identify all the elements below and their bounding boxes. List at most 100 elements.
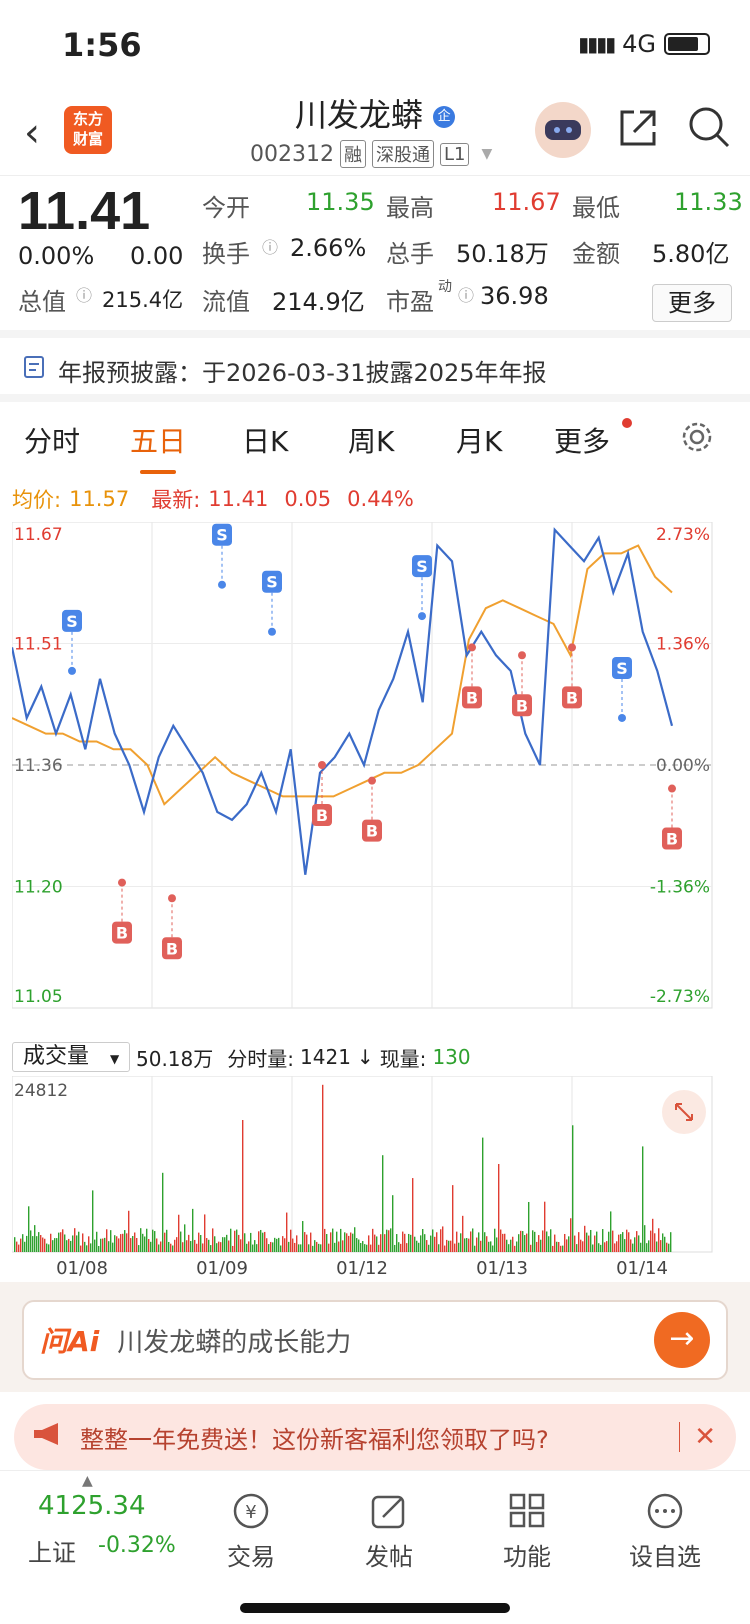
volume-bar	[464, 1238, 466, 1252]
battery-icon	[664, 33, 710, 55]
volume-bar	[596, 1231, 598, 1252]
volume-bar	[346, 1233, 348, 1252]
volume-bar	[98, 1245, 100, 1252]
more-button[interactable]: 更多	[652, 284, 732, 322]
volume-bar	[270, 1241, 272, 1252]
volume-bar	[480, 1240, 482, 1252]
latest-value: 11.41	[208, 487, 269, 511]
promo-banner[interactable]: 整整一年免费送！这份新客福利您领取了吗? ✕	[14, 1404, 736, 1470]
volume-bar	[384, 1234, 386, 1252]
search-icon[interactable]	[686, 104, 732, 154]
volume-bar	[474, 1245, 476, 1252]
volume-bar	[32, 1236, 34, 1252]
volume-bar	[116, 1236, 118, 1252]
notice-bar[interactable]: 年报预披露：于2026-03-31披露2025年年报	[0, 346, 750, 402]
volume-bar	[132, 1236, 134, 1252]
volume-bar	[216, 1243, 218, 1252]
volume-bar	[600, 1244, 602, 1252]
volume-bar	[358, 1239, 360, 1252]
volume-bar	[328, 1243, 330, 1252]
volume-bar	[446, 1239, 448, 1252]
volume-bar	[80, 1245, 82, 1252]
volume-bar	[200, 1235, 202, 1252]
nav-add-watchlist[interactable]: 设自选	[620, 1491, 710, 1572]
nav-trade[interactable]: ¥ 交易	[206, 1491, 296, 1572]
tab-intraday[interactable]: 分时	[24, 425, 81, 458]
logo-line2: 财富	[72, 130, 103, 148]
info-icon[interactable]: ⓘ	[458, 286, 475, 305]
volume-bar	[266, 1238, 268, 1252]
volume-bar	[492, 1245, 494, 1252]
expand-icon	[675, 1103, 693, 1121]
volume-bar	[258, 1231, 260, 1252]
tab-more[interactable]: 更多	[554, 425, 611, 458]
volume-bar	[104, 1237, 106, 1252]
volume-bar	[94, 1239, 96, 1252]
trade-marker-label: S	[66, 612, 78, 631]
chart-tabs: 分时 五日 日K 周K 月K 更多	[0, 404, 750, 474]
trade-marker-box	[312, 804, 332, 826]
volume-bar	[640, 1242, 642, 1252]
info-icon[interactable]: ⓘ	[262, 238, 279, 257]
dropdown-caret-icon[interactable]: ▼	[481, 146, 493, 162]
volume-bar	[330, 1232, 332, 1252]
volume-bar	[372, 1228, 374, 1252]
volume-bar	[514, 1245, 516, 1252]
amount-value: 5.80亿	[652, 240, 730, 268]
tab-monthly-k[interactable]: 月K	[456, 425, 503, 458]
settings-icon[interactable]	[680, 420, 714, 461]
nav-post[interactable]: 发帖	[344, 1491, 434, 1572]
volume-bar	[314, 1240, 316, 1252]
collapse-caret-icon[interactable]: ▲	[82, 1473, 93, 1489]
volume-bar	[302, 1221, 304, 1252]
volume-frame	[12, 1076, 713, 1253]
nav-functions[interactable]: 功能	[482, 1491, 572, 1572]
trade-marker-label: S	[616, 659, 628, 678]
price-chart[interactable]: 11.67 2.73% 11.51 1.36% 11.36 0.00% 11.20 -1.36…	[12, 522, 738, 1038]
volume-bar	[588, 1235, 590, 1252]
volume-bar	[160, 1241, 162, 1252]
index-value[interactable]: 4125.34	[38, 1491, 146, 1521]
volume-bar	[256, 1244, 258, 1252]
volume-bar	[40, 1235, 42, 1252]
volume-bar	[578, 1232, 580, 1252]
change-pct: 0.00%	[18, 242, 95, 270]
volume-bar	[232, 1245, 234, 1252]
volume-bar	[112, 1242, 114, 1252]
app-logo: 东方 财富	[64, 106, 112, 154]
volume-bar	[418, 1242, 420, 1252]
mktcap-label: 总值	[18, 288, 66, 316]
back-icon[interactable]: ‹	[24, 110, 40, 156]
tab-weekly-k[interactable]: 周K	[348, 425, 395, 458]
share-icon[interactable]	[616, 106, 660, 154]
volume-bar	[398, 1242, 400, 1252]
y-tick-left: 11.36	[14, 756, 63, 776]
ask-ai-brand: 问Ai	[40, 1325, 100, 1358]
volume-bar	[138, 1245, 140, 1252]
close-icon[interactable]: ✕	[679, 1422, 736, 1452]
info-icon[interactable]: ⓘ	[76, 286, 93, 305]
indicator-select[interactable]: 成交量 ▼	[12, 1042, 130, 1072]
trade-marker-label: B	[516, 696, 528, 715]
tab-daily-k[interactable]: 日K	[242, 425, 289, 458]
assistant-avatar[interactable]	[535, 102, 591, 158]
volume-bar	[164, 1232, 166, 1252]
send-arrow-button[interactable]: →	[654, 1312, 710, 1368]
trade-marker-box	[62, 609, 82, 632]
volume-bar	[472, 1228, 474, 1252]
volume-bar	[668, 1243, 670, 1252]
volume-bar	[408, 1233, 410, 1252]
trade-marker-label: B	[116, 924, 128, 943]
volume-chart[interactable]: 24812 01/08 01/09 01/12 01/13 01/14	[12, 1076, 738, 1276]
volume-bar	[220, 1242, 222, 1252]
amount-label: 金额	[572, 240, 620, 268]
volume-bar	[218, 1241, 220, 1252]
ask-ai-input[interactable]: 问Ai 川发龙蟒的成长能力	[22, 1300, 728, 1380]
avg-label: 均价:	[12, 488, 62, 512]
volume-bar	[436, 1232, 438, 1252]
open-label: 今开	[202, 194, 250, 222]
volume-bar	[262, 1232, 264, 1252]
volume-bar	[268, 1244, 270, 1252]
volume-bar	[82, 1233, 84, 1252]
tab-five-day[interactable]: 五日	[130, 420, 186, 474]
